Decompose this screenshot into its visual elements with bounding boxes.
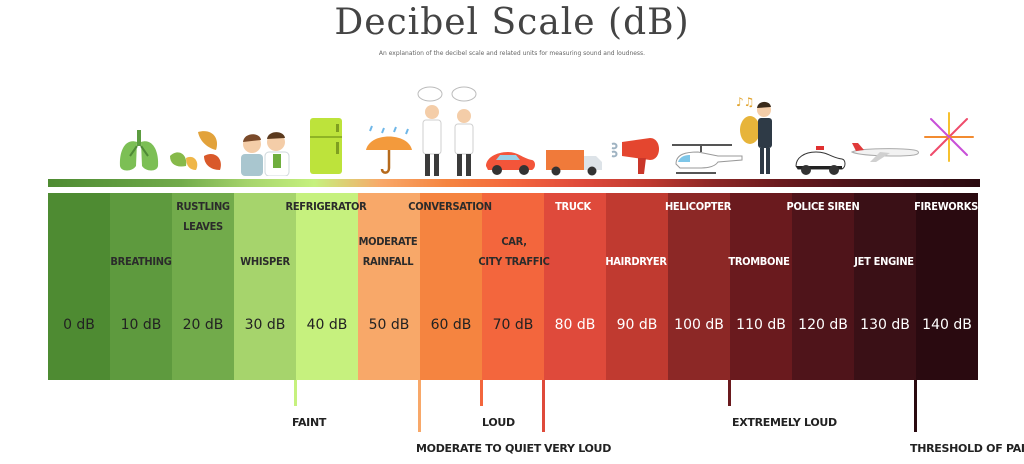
scale-column: 20 dB xyxy=(172,193,234,380)
scale-column: 120 dB xyxy=(792,193,854,380)
db-value: 10 dB xyxy=(120,317,162,333)
helicopter-icon xyxy=(672,144,743,174)
refrigerator-icon xyxy=(310,118,342,174)
category-label-faint: FAINT xyxy=(292,416,327,429)
scale-column: 110 dB xyxy=(730,193,792,380)
umbrella-rain-icon xyxy=(366,125,412,174)
icons-row: ♪♫ xyxy=(0,80,1024,180)
scale-column: 10 dB xyxy=(110,193,172,380)
db-value: 100 dB xyxy=(674,317,724,333)
source-label-jet-engine: JET ENGINE xyxy=(854,255,914,268)
connector-very-loud xyxy=(542,380,545,432)
source-label-refrigerator: REFRIGERATOR xyxy=(285,200,367,213)
scale-column: 100 dB xyxy=(668,193,730,380)
scale-column: 140 dB xyxy=(916,193,978,380)
conversing-people-icon xyxy=(417,86,477,176)
category-label-extremely-loud: EXTREMELY LOUD xyxy=(732,416,837,429)
trombone-player-icon: ♪♫ xyxy=(736,95,772,174)
scale-column: 40 dB xyxy=(296,193,358,380)
source-label-truck: TRUCK xyxy=(555,200,591,213)
scale-column: 130 dB xyxy=(854,193,916,380)
airplane-icon xyxy=(850,143,919,162)
page-subtitle: An explanation of the decibel scale and … xyxy=(378,50,646,57)
db-value: 0 dB xyxy=(63,317,95,333)
source-label-trombone: TROMBONE xyxy=(728,255,790,268)
source-label-police-siren: POLICE SIREN xyxy=(786,200,860,213)
source-label-hairdryer: HAIRDRYER xyxy=(605,255,667,268)
connector-faint xyxy=(294,380,297,406)
db-value: 120 dB xyxy=(798,317,848,333)
page-title: Decibel Scale (dB) xyxy=(334,2,690,43)
category-label-threshold-of-pain: THRESHOLD OF PAIN xyxy=(910,442,1024,455)
scale-column: 90 dB xyxy=(606,193,668,380)
db-value: 130 dB xyxy=(860,317,910,333)
lungs-icon xyxy=(119,130,159,171)
scale-column: 80 dB xyxy=(544,193,606,380)
scale-column: 30 dB xyxy=(234,193,296,380)
scale-column: 50 dB xyxy=(358,193,420,380)
source-label-breathing: BREATHING xyxy=(110,255,172,268)
connector-threshold-of-pain xyxy=(914,380,917,432)
source-label-moderate-rainfall: MODERATE RAINFALL xyxy=(358,235,418,268)
db-value: 60 dB xyxy=(430,317,472,333)
category-label-moderate-to-quiet: MODERATE TO QUIET xyxy=(416,442,541,455)
db-value: 30 dB xyxy=(244,317,286,333)
db-value: 90 dB xyxy=(616,317,658,333)
source-label-conversation: CONVERSATION xyxy=(408,200,492,213)
db-value: 50 dB xyxy=(368,317,410,333)
whispering-people-icon xyxy=(241,132,290,176)
decibel-scale: 0 dB 10 dB 20 dB 30 dB 40 dB 50 dB 60 dB 70 dB 8… xyxy=(48,193,978,380)
truck-icon xyxy=(546,150,602,176)
category-label-very-loud: VERY LOUD xyxy=(544,442,612,455)
db-value: 40 dB xyxy=(306,317,348,333)
db-value: 110 dB xyxy=(736,317,786,333)
connector-moderate-to-quiet xyxy=(418,380,421,432)
scale-column: 60 dB xyxy=(420,193,482,380)
db-value: 20 dB xyxy=(182,317,224,333)
police-car-icon xyxy=(795,146,846,175)
source-label-rustling-leaves: RUSTLING LEAVES xyxy=(176,200,230,233)
source-label-fireworks: FIREWORKS xyxy=(914,200,978,213)
source-label-helicopter: HELICOPTER xyxy=(664,200,732,213)
category-label-loud: LOUD xyxy=(482,416,515,429)
db-value: 80 dB xyxy=(554,317,596,333)
svg-text:♪♫: ♪♫ xyxy=(736,95,754,109)
scale-column: 0 dB xyxy=(48,193,110,380)
car-icon xyxy=(486,152,535,175)
source-label-car-city-traffic: CAR, CITY TRAFFIC xyxy=(478,235,550,268)
scale-column: 70 dB xyxy=(482,193,544,380)
fireworks-icon xyxy=(924,112,974,162)
hairdryer-icon xyxy=(611,138,659,174)
db-value: 140 dB xyxy=(922,317,972,333)
source-label-whisper: WHISPER xyxy=(240,255,290,268)
connector-extremely-loud xyxy=(728,380,731,406)
leaves-icon xyxy=(170,131,221,170)
db-value: 70 dB xyxy=(492,317,534,333)
gradient-top-bar xyxy=(48,179,980,187)
connector-loud xyxy=(480,380,483,406)
